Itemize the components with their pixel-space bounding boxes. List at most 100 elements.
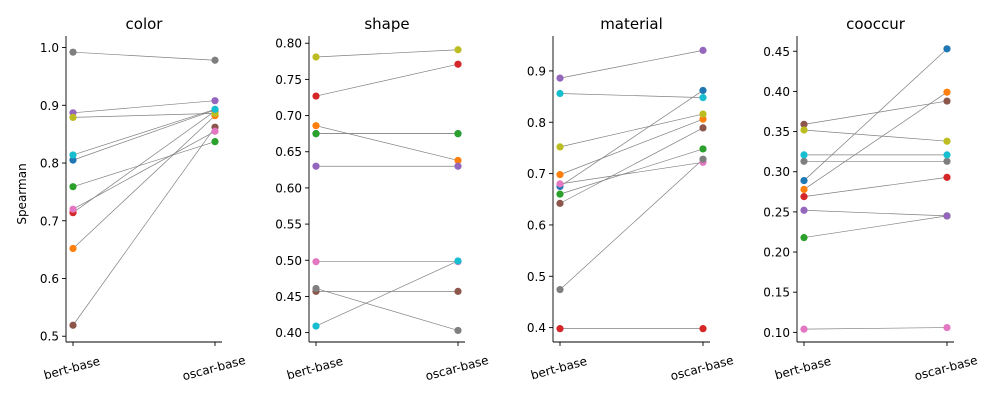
data-point bbox=[943, 151, 951, 159]
data-point bbox=[69, 321, 77, 329]
data-point bbox=[699, 325, 707, 333]
y-tick-label: 0.60 bbox=[275, 181, 302, 195]
data-point bbox=[800, 157, 808, 165]
data-point bbox=[699, 115, 707, 123]
series-connector-line bbox=[559, 90, 704, 187]
x-tick-label: bert-base bbox=[285, 354, 344, 382]
y-tick-label: 0.15 bbox=[763, 286, 790, 300]
y-tick-label: 0.8 bbox=[527, 116, 546, 130]
y-tick-label: 0.25 bbox=[763, 205, 790, 219]
data-point bbox=[69, 183, 77, 191]
data-point bbox=[312, 92, 320, 100]
data-point bbox=[800, 185, 808, 194]
data-point bbox=[69, 48, 77, 56]
data-point bbox=[211, 138, 219, 146]
data-point bbox=[556, 89, 564, 98]
y-tick-label: 0.9 bbox=[527, 64, 546, 78]
data-point bbox=[211, 56, 219, 64]
data-point bbox=[454, 162, 462, 170]
data-point bbox=[800, 126, 808, 134]
series-connector-line bbox=[72, 100, 216, 114]
panel-title: shape bbox=[364, 15, 409, 33]
series-connector-line bbox=[803, 91, 948, 190]
y-tick-label: 0.6 bbox=[40, 272, 59, 286]
data-point bbox=[69, 156, 77, 164]
x-tick-label: oscar-base bbox=[181, 353, 247, 383]
data-point bbox=[454, 257, 462, 265]
data-point bbox=[454, 287, 462, 295]
data-point bbox=[69, 113, 77, 122]
y-axis-label: Spearman bbox=[15, 163, 29, 224]
series-connector-line bbox=[315, 63, 459, 97]
data-point bbox=[699, 46, 707, 54]
data-point bbox=[312, 162, 320, 170]
x-tick-label: bert-base bbox=[529, 354, 588, 382]
data-point bbox=[312, 130, 320, 138]
y-tick-label: 0.50 bbox=[275, 254, 302, 268]
data-point bbox=[556, 171, 564, 179]
data-point bbox=[454, 130, 462, 138]
x-tick-label: oscar-base bbox=[424, 353, 490, 383]
data-point bbox=[800, 120, 808, 128]
data-point bbox=[800, 325, 808, 333]
series-connector-line bbox=[803, 327, 948, 330]
series-connector-line bbox=[803, 48, 948, 181]
panel-title: color bbox=[126, 15, 164, 33]
data-point bbox=[800, 206, 808, 214]
data-point bbox=[312, 53, 320, 61]
series-connector-line bbox=[72, 127, 216, 326]
y-tick-label: 0.4 bbox=[527, 321, 546, 335]
y-tick-label: 0.5 bbox=[527, 270, 546, 284]
y-tick-label: 0.7 bbox=[527, 167, 546, 181]
data-point bbox=[943, 173, 951, 181]
data-point bbox=[699, 145, 707, 153]
series-connector-line bbox=[559, 113, 704, 148]
data-point bbox=[556, 199, 564, 207]
series-connector-line bbox=[315, 125, 459, 161]
panel-title: cooccur bbox=[846, 15, 906, 33]
series-connector-line bbox=[72, 51, 216, 61]
y-tick-label: 0.55 bbox=[275, 218, 302, 232]
series-connector-line bbox=[315, 288, 459, 331]
data-point bbox=[800, 193, 808, 201]
y-tick-label: 0.5 bbox=[40, 330, 59, 344]
y-tick-label: 0.8 bbox=[40, 157, 59, 171]
data-point bbox=[699, 94, 707, 102]
series-connector-line bbox=[559, 118, 704, 175]
y-tick-label: 0.75 bbox=[275, 73, 302, 87]
data-point bbox=[211, 127, 219, 135]
data-point bbox=[943, 97, 951, 105]
y-tick-label: 0.7 bbox=[40, 214, 59, 228]
series-connector-line bbox=[72, 108, 216, 156]
series-connector-line bbox=[315, 260, 459, 327]
data-point bbox=[69, 151, 77, 159]
series-connector-line bbox=[559, 50, 704, 79]
y-tick-label: 0.6 bbox=[527, 218, 546, 232]
data-point bbox=[699, 155, 707, 163]
series-connector-line bbox=[315, 49, 459, 58]
y-tick-label: 1.0 bbox=[40, 41, 59, 55]
data-point bbox=[943, 45, 951, 53]
data-point bbox=[800, 233, 808, 242]
y-tick-label: 0.65 bbox=[275, 145, 302, 159]
data-point bbox=[943, 212, 951, 220]
data-point bbox=[556, 286, 564, 294]
series-connector-line bbox=[72, 141, 216, 188]
y-tick-label: 0.10 bbox=[763, 326, 790, 340]
y-tick-label: 0.30 bbox=[763, 165, 790, 179]
x-tick-label: bert-base bbox=[42, 354, 101, 382]
data-point bbox=[312, 258, 320, 266]
y-tick-label: 0.80 bbox=[275, 37, 302, 51]
x-tick-label: oscar-base bbox=[913, 353, 979, 383]
data-point bbox=[211, 97, 219, 105]
data-point bbox=[211, 105, 219, 113]
data-point bbox=[943, 137, 951, 145]
y-tick-label: 0.40 bbox=[763, 85, 790, 99]
data-point bbox=[699, 110, 707, 118]
series-connector-line bbox=[803, 177, 948, 197]
y-tick-label: 0.9 bbox=[40, 99, 59, 113]
panel-title: material bbox=[600, 15, 663, 33]
data-point bbox=[454, 156, 462, 165]
series-connector-line bbox=[803, 129, 948, 142]
